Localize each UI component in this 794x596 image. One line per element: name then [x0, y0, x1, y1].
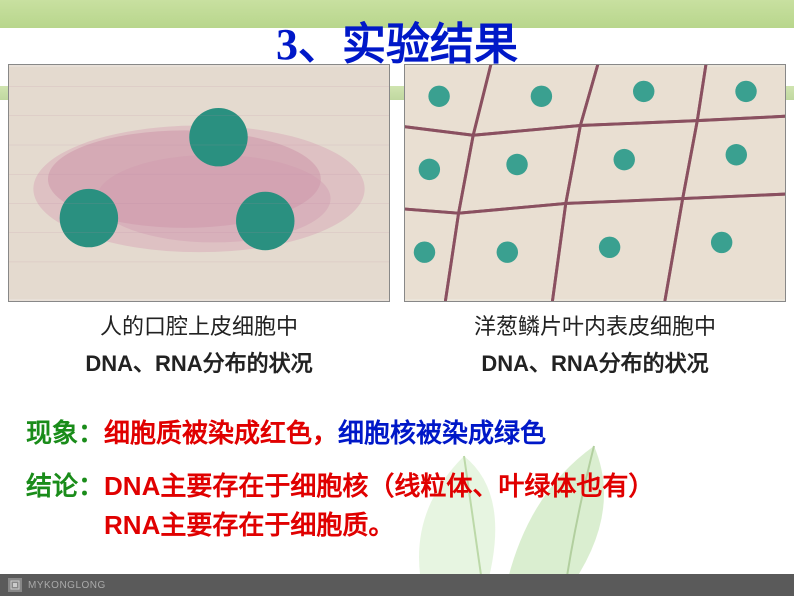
phenomenon-part2: 细胞核被染成绿色	[338, 418, 546, 448]
caption-left: 人的口腔上皮细胞中 DNA、RNA分布的状况	[8, 308, 390, 383]
phenomenon-label: 现象：	[26, 414, 104, 453]
slide-title: 3、实验结果	[0, 8, 794, 72]
caption-right-line1: 洋葱鳞片叶内表皮细胞中	[404, 308, 786, 345]
footer-bar: MYKONGLONG	[0, 574, 794, 596]
conclusion-row: 结论： DNA主要存在于细胞核（线粒体、叶绿体也有） RNA主要存在于细胞质。	[26, 467, 774, 545]
phenomenon-part1: 细胞质被染成红色，	[104, 418, 338, 448]
statements: 现象： 细胞质被染成红色，细胞核被染成绿色 结论： DNA主要存在于细胞核（线粒…	[26, 414, 774, 559]
caption-left-line1: 人的口腔上皮细胞中	[8, 308, 390, 345]
phenomenon-row: 现象： 细胞质被染成红色，细胞核被染成绿色	[26, 414, 774, 453]
captions-row: 人的口腔上皮细胞中 DNA、RNA分布的状况 洋葱鳞片叶内表皮细胞中 DNA、R…	[8, 308, 786, 383]
image-right-onion-epidermis	[404, 64, 786, 302]
footer-icon	[8, 578, 22, 592]
caption-right: 洋葱鳞片叶内表皮细胞中 DNA、RNA分布的状况	[404, 308, 786, 383]
image-left-oral-epithelium	[8, 64, 390, 302]
footer-text: MYKONGLONG	[28, 580, 106, 591]
conclusion-label: 结论：	[26, 467, 104, 506]
images-row	[8, 64, 786, 302]
conclusion-line2: RNA主要存在于细胞质。	[104, 510, 394, 540]
conclusion-line1: DNA主要存在于细胞核（线粒体、叶绿体也有）	[104, 471, 654, 501]
caption-right-line2: DNA、RNA分布的状况	[404, 345, 786, 382]
caption-left-line2: DNA、RNA分布的状况	[8, 345, 390, 382]
